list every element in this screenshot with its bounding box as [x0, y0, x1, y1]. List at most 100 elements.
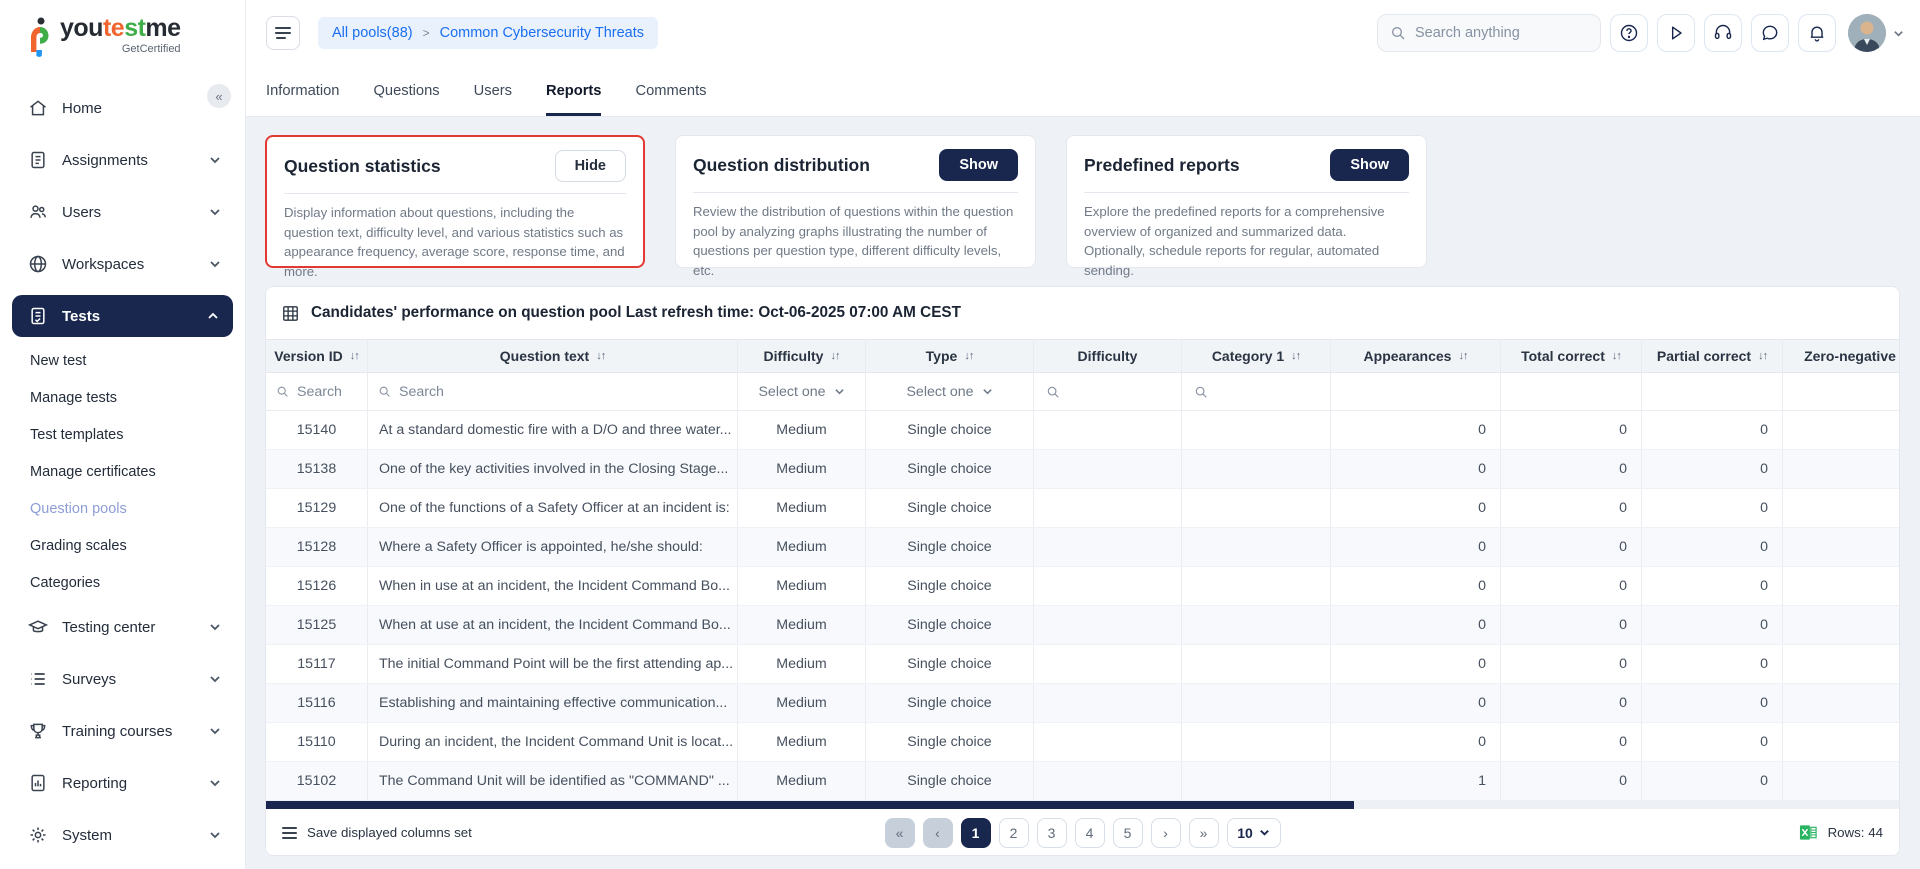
workspaces-icon: [28, 254, 48, 274]
columns-icon: [282, 826, 297, 839]
tab-comments[interactable]: Comments: [635, 82, 707, 99]
first-page-button[interactable]: «: [884, 817, 915, 848]
search-icon: [1390, 25, 1406, 41]
show-button[interactable]: Show: [939, 149, 1018, 181]
notifications-button[interactable]: [1798, 14, 1836, 52]
sidebar-subitem-categories[interactable]: Categories: [30, 574, 101, 591]
sort-icon[interactable]: ↓↑: [1611, 350, 1622, 362]
sidebar-subitem-question-pools[interactable]: Question pools: [30, 500, 127, 517]
sidebar-item-surveys[interactable]: Surveys: [0, 653, 245, 705]
tab-reports[interactable]: Reports: [545, 66, 602, 116]
filter-difficulty-2[interactable]: [1034, 373, 1182, 410]
sort-icon[interactable]: ↓↑: [830, 350, 840, 362]
sidebar-item-training-courses[interactable]: Training courses: [0, 705, 245, 757]
brand-logo: youtestme GetCertified: [0, 0, 245, 60]
breadcrumb-all-pools-link[interactable]: All pools(88): [332, 25, 413, 41]
next-page-button[interactable]: ›: [1150, 817, 1181, 848]
menu-toggle-button[interactable]: [266, 16, 300, 50]
sidebar-subitem-manage-certificates[interactable]: Manage certificates: [30, 463, 156, 480]
tutorial-button[interactable]: [1657, 14, 1695, 52]
col-appearances[interactable]: Appearances ↓↑: [1331, 340, 1501, 372]
hide-button[interactable]: Hide: [554, 150, 626, 182]
page-button-1[interactable]: 1: [960, 817, 991, 848]
sidebar-item-assignments[interactable]: Assignments: [0, 134, 245, 186]
messages-button[interactable]: [1751, 14, 1789, 52]
col-difficulty-2[interactable]: Difficulty: [1034, 340, 1182, 372]
sidebar-item-testing-center[interactable]: Testing center: [0, 601, 245, 653]
table-row[interactable]: 15102 The Command Unit will be identifie…: [266, 762, 1899, 801]
table-filter-row: Search Search Select one Select one: [266, 373, 1899, 411]
sidebar-item-home[interactable]: Home: [0, 82, 245, 134]
horizontal-scrollbar[interactable]: [266, 801, 1899, 809]
show-button[interactable]: Show: [1330, 149, 1409, 181]
search-input[interactable]: [1415, 25, 1575, 41]
avatar[interactable]: [1848, 14, 1886, 52]
page-button-5[interactable]: 5: [1112, 817, 1143, 848]
col-type[interactable]: Type ↓↑: [866, 340, 1034, 372]
sidebar-item-tests[interactable]: Tests: [12, 295, 233, 337]
scrollbar-thumb[interactable]: [266, 801, 1354, 809]
global-search[interactable]: [1377, 14, 1601, 52]
filter-type-select[interactable]: Select one: [866, 373, 1034, 410]
col-partial-correct[interactable]: Partial correct ↓↑: [1642, 340, 1783, 372]
breadcrumb-current-link[interactable]: Common Cybersecurity Threats: [439, 25, 645, 41]
help-button[interactable]: [1610, 14, 1648, 52]
table-row[interactable]: 15128 Where a Safety Officer is appointe…: [266, 528, 1899, 567]
sort-icon[interactable]: ↓↑: [964, 350, 974, 362]
sort-icon[interactable]: ↓↑: [349, 350, 360, 362]
chevron-down-icon: [982, 389, 992, 395]
brand-subtitle: GetCertified: [121, 43, 181, 55]
sidebar-subitem-grading-scales[interactable]: Grading scales: [30, 537, 127, 554]
tab-users[interactable]: Users: [473, 82, 512, 99]
page-button-2[interactable]: 2: [998, 817, 1029, 848]
excel-export-icon[interactable]: [1799, 823, 1818, 842]
sidebar-item-workspaces[interactable]: Workspaces: [0, 238, 245, 290]
col-zero-negative[interactable]: Zero-negative↓↑: [1804, 348, 1896, 364]
sidebar-item-users[interactable]: Users: [0, 186, 245, 238]
col-question-text[interactable]: Question text ↓↑: [368, 340, 738, 372]
table-row[interactable]: 15110 During an incident, the Incident C…: [266, 723, 1899, 762]
table-row[interactable]: 15126 When in use at an incident, the In…: [266, 567, 1899, 606]
table-row[interactable]: 15140 At a standard domestic fire with a…: [266, 411, 1899, 450]
col-version-id[interactable]: Version ID ↓↑: [266, 340, 368, 372]
save-columns-button[interactable]: Save displayed columns set: [282, 825, 472, 840]
filter-zero-negative: [1783, 373, 1899, 410]
sidebar-subitem-manage-tests[interactable]: Manage tests: [30, 389, 118, 406]
table-row[interactable]: 15117 The initial Command Point will be …: [266, 645, 1899, 684]
col-category-1[interactable]: Category 1 ↓↑: [1182, 340, 1331, 372]
user-menu[interactable]: [1848, 14, 1904, 52]
col-difficulty[interactable]: Difficulty ↓↑: [738, 340, 866, 372]
tab-information[interactable]: Information: [266, 82, 340, 99]
page-button-3[interactable]: 3: [1036, 817, 1067, 848]
sort-icon[interactable]: ↓↑: [596, 350, 606, 362]
sidebar-item-reporting[interactable]: Reporting: [0, 757, 245, 809]
last-page-button[interactable]: »: [1188, 817, 1219, 848]
sort-icon[interactable]: ↓↑: [1291, 350, 1301, 362]
sidebar-item-system[interactable]: System: [0, 809, 245, 861]
table-row[interactable]: 15125 When at use at an incident, the In…: [266, 606, 1899, 645]
page-size-select[interactable]: 10: [1226, 817, 1281, 848]
filter-question-text[interactable]: Search: [368, 373, 738, 410]
gear-icon: [28, 825, 48, 845]
filter-difficulty-select[interactable]: Select one: [738, 373, 866, 410]
sidebar-item-label: System: [62, 826, 113, 844]
prev-page-button[interactable]: ‹: [922, 817, 953, 848]
sort-icon[interactable]: ↓↑: [1758, 350, 1768, 362]
sidebar-item-label: Reporting: [62, 774, 128, 792]
sidebar-item-label: Workspaces: [62, 255, 145, 273]
filter-version-id[interactable]: Search: [266, 373, 368, 410]
page-button-4[interactable]: 4: [1074, 817, 1105, 848]
sidebar-subitem-test-templates[interactable]: Test templates: [30, 426, 124, 443]
sidebar-subitem-new-test[interactable]: New test: [30, 352, 87, 369]
sidebar-collapse-button[interactable]: «: [207, 84, 231, 108]
table-row[interactable]: 15116 Establishing and maintaining effec…: [266, 684, 1899, 723]
table-row[interactable]: 15138 One of the key activities involved…: [266, 450, 1899, 489]
table-row[interactable]: 15129 One of the functions of a Safety O…: [266, 489, 1899, 528]
tab-questions[interactable]: Questions: [373, 82, 440, 99]
breadcrumb: All pools(88) > Common Cybersecurity Thr…: [318, 17, 659, 49]
assignments-icon: [28, 150, 48, 170]
support-button[interactable]: [1704, 14, 1742, 52]
sort-icon[interactable]: ↓↑: [1458, 350, 1468, 362]
col-total-correct[interactable]: Total correct ↓↑: [1501, 340, 1642, 372]
filter-category-1[interactable]: [1182, 373, 1331, 410]
